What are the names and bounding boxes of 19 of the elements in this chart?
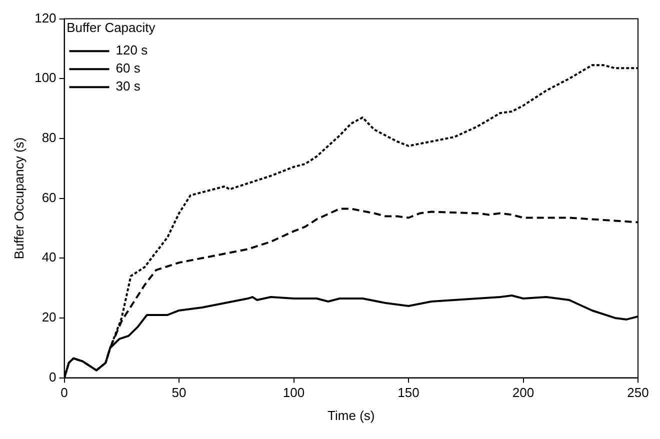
y-tick-label: 20	[42, 310, 56, 325]
x-axis-title: Time (s)	[328, 408, 375, 423]
y-tick-label: 100	[34, 70, 56, 86]
y-tick-label: 60	[42, 190, 56, 205]
legend-label: 120 s	[116, 42, 148, 58]
legend-title: Buffer Capacity	[66, 20, 156, 36]
x-tick-label: 50	[172, 385, 186, 400]
x-tick-label: 100	[282, 385, 305, 400]
y-tick-label: 120	[34, 10, 56, 26]
y-tick-label: 40	[42, 250, 56, 265]
legend-label: 60 s	[116, 60, 141, 76]
y-tick-label: 0	[49, 369, 56, 384]
y-tick-label: 80	[42, 130, 56, 146]
x-tick-label: 150	[398, 385, 420, 400]
x-tick-label: 200	[512, 385, 534, 400]
y-axis-title: Buffer Occupancy (s)	[11, 137, 26, 260]
x-tick-label: 0	[60, 385, 68, 400]
legend-label: 30 s	[116, 78, 141, 94]
x-tick-label: 250	[627, 385, 649, 400]
